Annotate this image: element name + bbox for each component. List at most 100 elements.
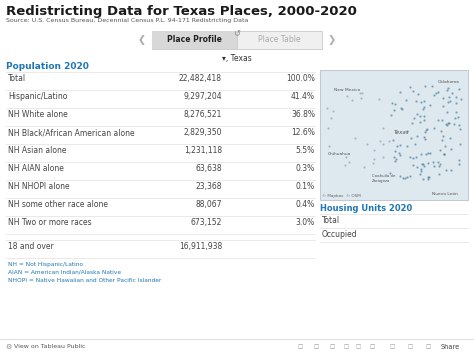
Text: 1,231,118: 1,231,118 [184,146,222,155]
Point [419,104,427,110]
Point [407,135,415,141]
Point [370,156,378,162]
Text: 673,152: 673,152 [191,218,222,227]
Point [413,164,420,170]
Point [437,128,445,133]
Point [441,143,448,148]
Point [438,137,446,143]
Point [422,130,429,135]
Point [440,151,448,157]
Point [442,167,449,173]
Point [426,103,433,108]
Point [429,159,437,165]
Point [443,87,450,93]
Point [444,99,452,105]
Point [396,142,403,148]
Text: Total: Total [322,216,340,225]
Point [445,94,453,99]
Point [409,162,416,168]
Point [396,153,403,158]
Point [439,103,447,109]
Point [346,159,353,164]
Point [454,114,462,120]
Text: 8,276,521: 8,276,521 [183,110,222,119]
Point [393,143,401,148]
Point [424,176,432,182]
Point [396,173,403,179]
Point [400,175,407,181]
Point [325,143,333,149]
Point [411,141,419,147]
Text: 2,829,350: 2,829,350 [183,128,222,137]
Point [392,102,399,107]
Text: ⚙: ⚙ [5,344,11,350]
Text: □: □ [356,344,361,350]
Point [386,170,394,176]
Point [421,98,428,104]
Point [448,90,456,95]
Point [348,97,356,103]
Point [457,96,465,102]
Point [423,151,430,157]
Point [414,91,421,97]
Point [424,174,432,180]
Point [430,125,438,131]
Point [455,86,462,92]
Point [325,125,332,131]
Point [434,89,442,95]
Text: ❯: ❯ [328,35,336,45]
Point [434,118,442,123]
Point [425,160,432,165]
Text: □: □ [329,344,335,350]
Point [443,122,451,128]
Text: Total: Total [8,74,26,83]
Text: Oklahoma: Oklahoma [438,80,460,84]
Text: NH = Not Hispanic/Latino: NH = Not Hispanic/Latino [8,262,83,267]
Point [417,171,424,177]
Point [436,161,443,167]
Text: □: □ [297,344,302,350]
Text: 18 and over: 18 and over [8,242,54,251]
Text: 22,482,418: 22,482,418 [179,74,222,83]
Point [420,113,428,119]
Text: 36.8%: 36.8% [291,110,315,119]
Point [443,109,451,115]
Point [432,91,440,96]
Point [408,121,416,126]
Point [456,141,464,147]
Point [409,155,416,161]
Point [420,118,428,123]
Text: NH Two or more races: NH Two or more races [8,218,91,227]
Text: Redistricting Data for Texas Places, 2000-2020: Redistricting Data for Texas Places, 200… [6,5,357,18]
Text: NH AIAN alone: NH AIAN alone [8,164,64,173]
Text: 0.1%: 0.1% [296,182,315,191]
Point [403,174,410,180]
Text: □: □ [343,344,348,350]
Point [426,174,433,180]
Text: 23,368: 23,368 [195,182,222,191]
Point [435,171,443,177]
Text: Place Profile: Place Profile [167,36,222,44]
Point [409,88,417,93]
Point [406,84,413,90]
Text: Place Table: Place Table [258,36,301,44]
Point [412,98,419,104]
Text: 5.5%: 5.5% [296,146,315,155]
Text: ❮: ❮ [138,35,146,45]
Text: NH some other race alone: NH some other race alone [8,200,108,209]
Point [412,154,420,159]
Point [419,106,427,112]
Point [447,167,455,173]
Point [440,151,448,157]
Point [403,143,411,149]
Text: Occupied: Occupied [322,230,357,239]
Text: NHOPI = Native Hawaiian and Other Pacific Islander: NHOPI = Native Hawaiian and Other Pacifi… [8,278,161,283]
Text: © Mapbox  © OSM: © Mapbox © OSM [322,194,361,198]
Point [360,164,368,169]
Point [397,105,404,110]
Text: NH Asian alone: NH Asian alone [8,146,66,155]
Point [446,135,454,141]
Point [398,106,406,111]
Point [402,97,410,103]
Point [406,173,414,179]
